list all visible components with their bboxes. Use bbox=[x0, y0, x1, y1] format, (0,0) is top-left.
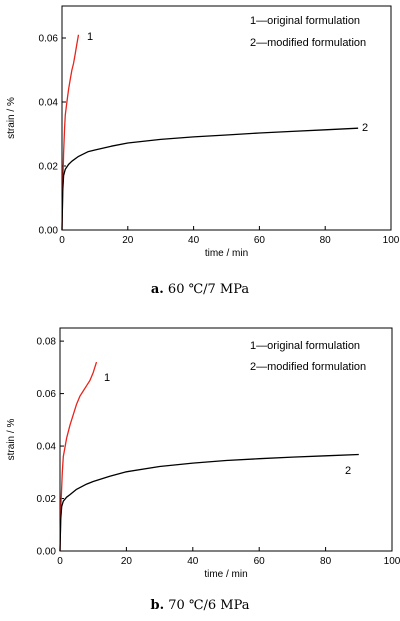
chart-a-series-1-label: 1 bbox=[87, 31, 93, 43]
chart-b-plot-frame bbox=[59, 327, 393, 552]
chart-panel-a: 0 20 40 60 80 100 0.00 0.02 0.04 0.06 time / min st… bbox=[0, 0, 400, 310]
chart-a-legend-entry-1: 1—original formulation bbox=[250, 15, 360, 27]
chart-b-y-tick-label: 0.02 bbox=[37, 494, 57, 505]
chart-b-legend-entry-2: 2—modified formulation bbox=[250, 361, 366, 373]
chart-a-x-tick-label: 0 bbox=[59, 235, 65, 246]
chart-a-x-tick-label: 60 bbox=[254, 235, 266, 246]
chart-a-x-axis-label: time / min bbox=[205, 248, 248, 259]
chart-b-x-tick-label: 40 bbox=[187, 556, 199, 567]
chart-a-caption-letter: a. bbox=[150, 282, 164, 297]
chart-b-series-1-label: 1 bbox=[104, 372, 110, 384]
chart-b-legend-entry-1: 1—original formulation bbox=[250, 340, 360, 352]
chart-a-svg: 0 20 40 60 80 100 0.00 0.02 0.04 0.06 time / min st… bbox=[6, 5, 400, 259]
chart-b-x-tick-label: 100 bbox=[384, 556, 400, 567]
chart-b-y-tick-label: 0.00 bbox=[37, 547, 57, 558]
chart-b-x-tick-label: 0 bbox=[57, 556, 63, 567]
chart-b-caption: b. 70 ℃/6 MPa bbox=[0, 598, 400, 613]
chart-a-series-1-line bbox=[61, 34, 80, 231]
chart-b-y-tick-label: 0.04 bbox=[37, 442, 57, 453]
chart-b-caption-letter: b. bbox=[150, 598, 165, 613]
chart-b-svg: 0 20 40 60 80 100 0.00 0.02 0.04 0.06 0.08 time / m… bbox=[6, 327, 400, 580]
chart-a-y-tick-label: 0.02 bbox=[39, 162, 59, 173]
chart-b-y-axis-label: strain / % bbox=[6, 419, 17, 461]
chart-a-legend-entry-2: 2—modified formulation bbox=[250, 37, 366, 49]
chart-b-x-tick-label: 20 bbox=[121, 556, 133, 567]
chart-b-x-tick-label: 80 bbox=[320, 556, 332, 567]
chart-a-x-tick-label: 80 bbox=[320, 235, 332, 246]
chart-a-caption: a. 60 ℃/7 MPa bbox=[0, 282, 400, 297]
chart-a-caption-text: 60 ℃/7 MPa bbox=[167, 282, 250, 297]
chart-a-y-tick-label: 0.00 bbox=[39, 226, 59, 237]
chart-a-y-tick-label: 0.04 bbox=[39, 98, 59, 109]
chart-a-series-2-label: 2 bbox=[362, 122, 368, 134]
chart-b-series-2-label: 2 bbox=[345, 465, 351, 477]
chart-a-x-tick-label: 40 bbox=[188, 235, 200, 246]
chart-b-series-1-line bbox=[59, 361, 98, 552]
chart-b-x-axis-label: time / min bbox=[204, 569, 247, 580]
chart-a-series-2-line bbox=[61, 127, 359, 231]
chart-a-y-axis-label: strain / % bbox=[6, 97, 17, 139]
chart-a-y-tick-label: 0.06 bbox=[39, 34, 59, 45]
chart-b-y-tick-label: 0.08 bbox=[37, 337, 57, 348]
chart-a-plot-frame bbox=[61, 5, 392, 231]
chart-b-caption-text: 70 ℃/6 MPa bbox=[168, 598, 250, 613]
chart-b-y-tick-label: 0.06 bbox=[37, 389, 57, 400]
chart-b-series-2-line bbox=[59, 453, 359, 552]
chart-a-x-tick-label: 100 bbox=[383, 235, 400, 246]
chart-a-x-tick-label: 20 bbox=[122, 235, 134, 246]
chart-panel-b: 0 20 40 60 80 100 0.00 0.02 0.04 0.06 0.08 time / m… bbox=[0, 322, 400, 621]
chart-b-x-tick-label: 60 bbox=[254, 556, 266, 567]
